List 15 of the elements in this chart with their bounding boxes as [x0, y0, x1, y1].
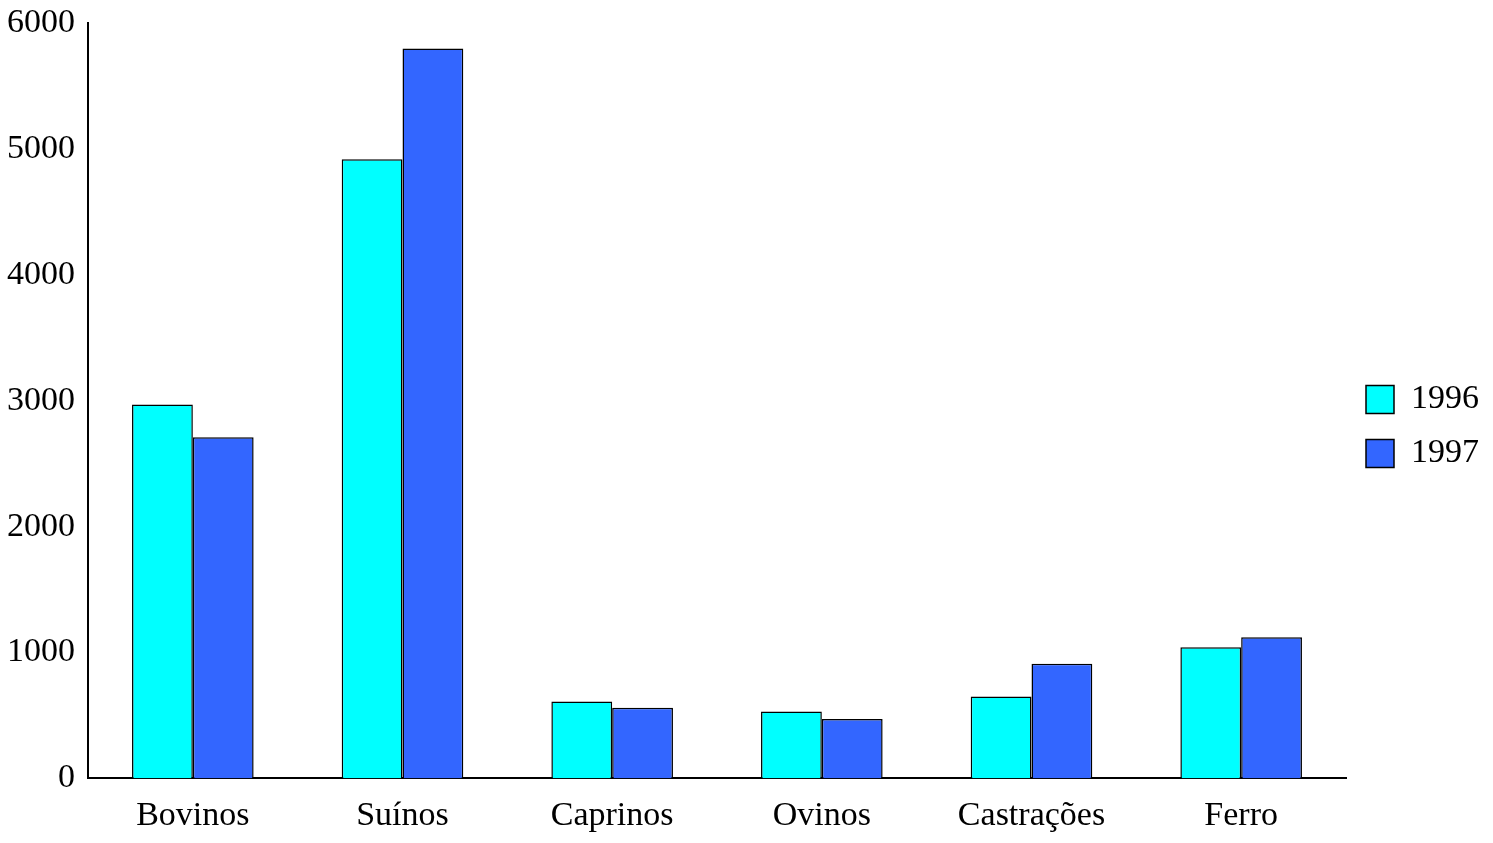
y-tick-label: 3000	[7, 379, 75, 417]
x-tick-label: Ferro	[1204, 794, 1278, 832]
x-tick-label: Caprinos	[550, 794, 674, 832]
y-tick-label: 1000	[7, 631, 75, 669]
x-tick-label: Castrações	[957, 794, 1106, 832]
x-tick-label: Bovinos	[136, 794, 250, 832]
x-tick-label: Ovinos	[772, 794, 871, 832]
y-tick-label: 5000	[7, 128, 75, 166]
x-tick-label: Suínos	[356, 794, 449, 832]
y-tick-label: 0	[58, 757, 75, 795]
y-tick-label: 4000	[7, 253, 75, 291]
legend-label: 1997	[1411, 432, 1479, 470]
legend-label: 1996	[1411, 378, 1479, 416]
y-tick-label: 6000	[7, 2, 75, 40]
y-tick-label: 2000	[7, 505, 75, 543]
